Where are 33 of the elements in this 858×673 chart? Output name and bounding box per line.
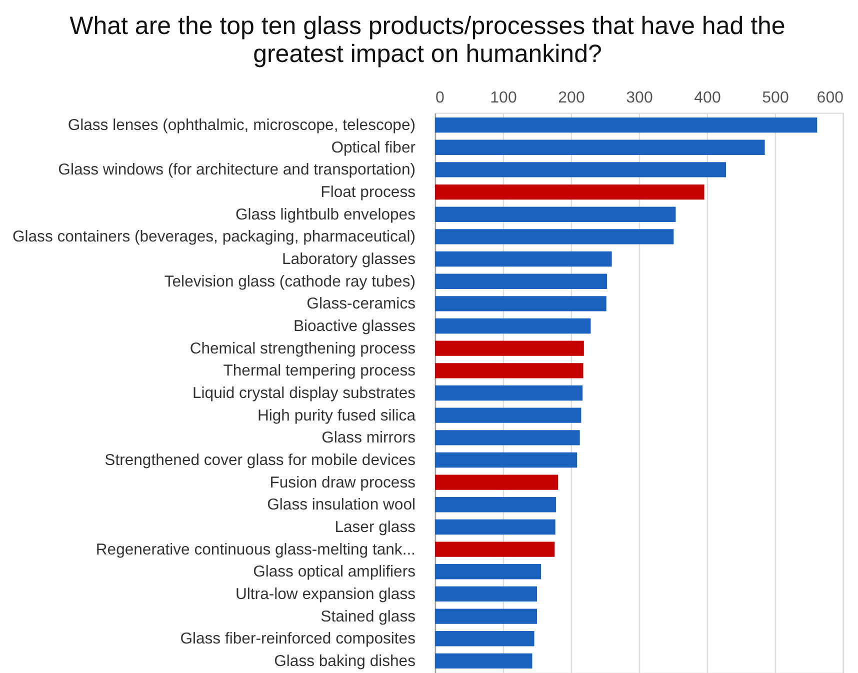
y-tick-label: Glass windows (for architecture and transportation) [58,162,416,179]
x-tick-label: 500 [762,90,789,106]
y-tick-label: Chemical strengthening process [190,340,416,358]
x-tick-label: 0 [436,90,444,106]
y-tick-label: Glass baking dishes [274,652,416,670]
y-tick-label: Glass mirrors [322,430,416,447]
y-tick-label: Float process [320,184,416,202]
y-tick-label: Strengthened cover glass for mobile devices [104,452,416,469]
y-tick-label: Glass containers (beverages, packaging, pharmaceutical) [12,228,416,246]
y-tick-label: Glass lenses (ophthalmic, microscope, telescope) [68,117,416,134]
y-tick-label: Optical fiber [331,139,416,156]
x-tick-label: 400 [694,90,721,106]
x-tick-label: 200 [558,90,585,106]
y-tick-label: High purity fused silica [257,407,416,424]
y-tick-label: Glass lightbulb envelopes [235,206,416,224]
y-tick-label: Laboratory glasses [282,251,416,268]
y-tick-label: Regenerative continuous glass-melting tank... [96,541,416,558]
x-tick-label: 600 [816,90,844,106]
y-tick-label: Glass-ceramics [306,296,416,313]
y-tick-label: Glass fiber-reinforced composites [180,630,416,648]
y-tick-label: Stained glass [320,608,416,626]
x-tick-label: 100 [490,90,517,106]
y-tick-label: Ultra-low expansion glass [236,586,416,603]
chart-title: What are the top ten glass products/processes that have had the greatest impact on humankind? [70,12,786,68]
y-tick-label: Television glass (cathode ray tubes) [164,273,416,290]
y-tick-label: Glass optical amplifiers [253,564,416,581]
y-tick-label: Laser glass [334,518,416,536]
y-tick-label: Glass insulation wool [267,496,416,514]
y-tick-label: Liquid crystal display substrates [192,385,416,402]
x-tick-label: 300 [626,90,653,106]
y-tick-label: Bioactive glasses [293,318,416,336]
y-tick-label: Thermal tempering process [223,362,416,380]
y-tick-label: Fusion draw process [270,474,416,492]
